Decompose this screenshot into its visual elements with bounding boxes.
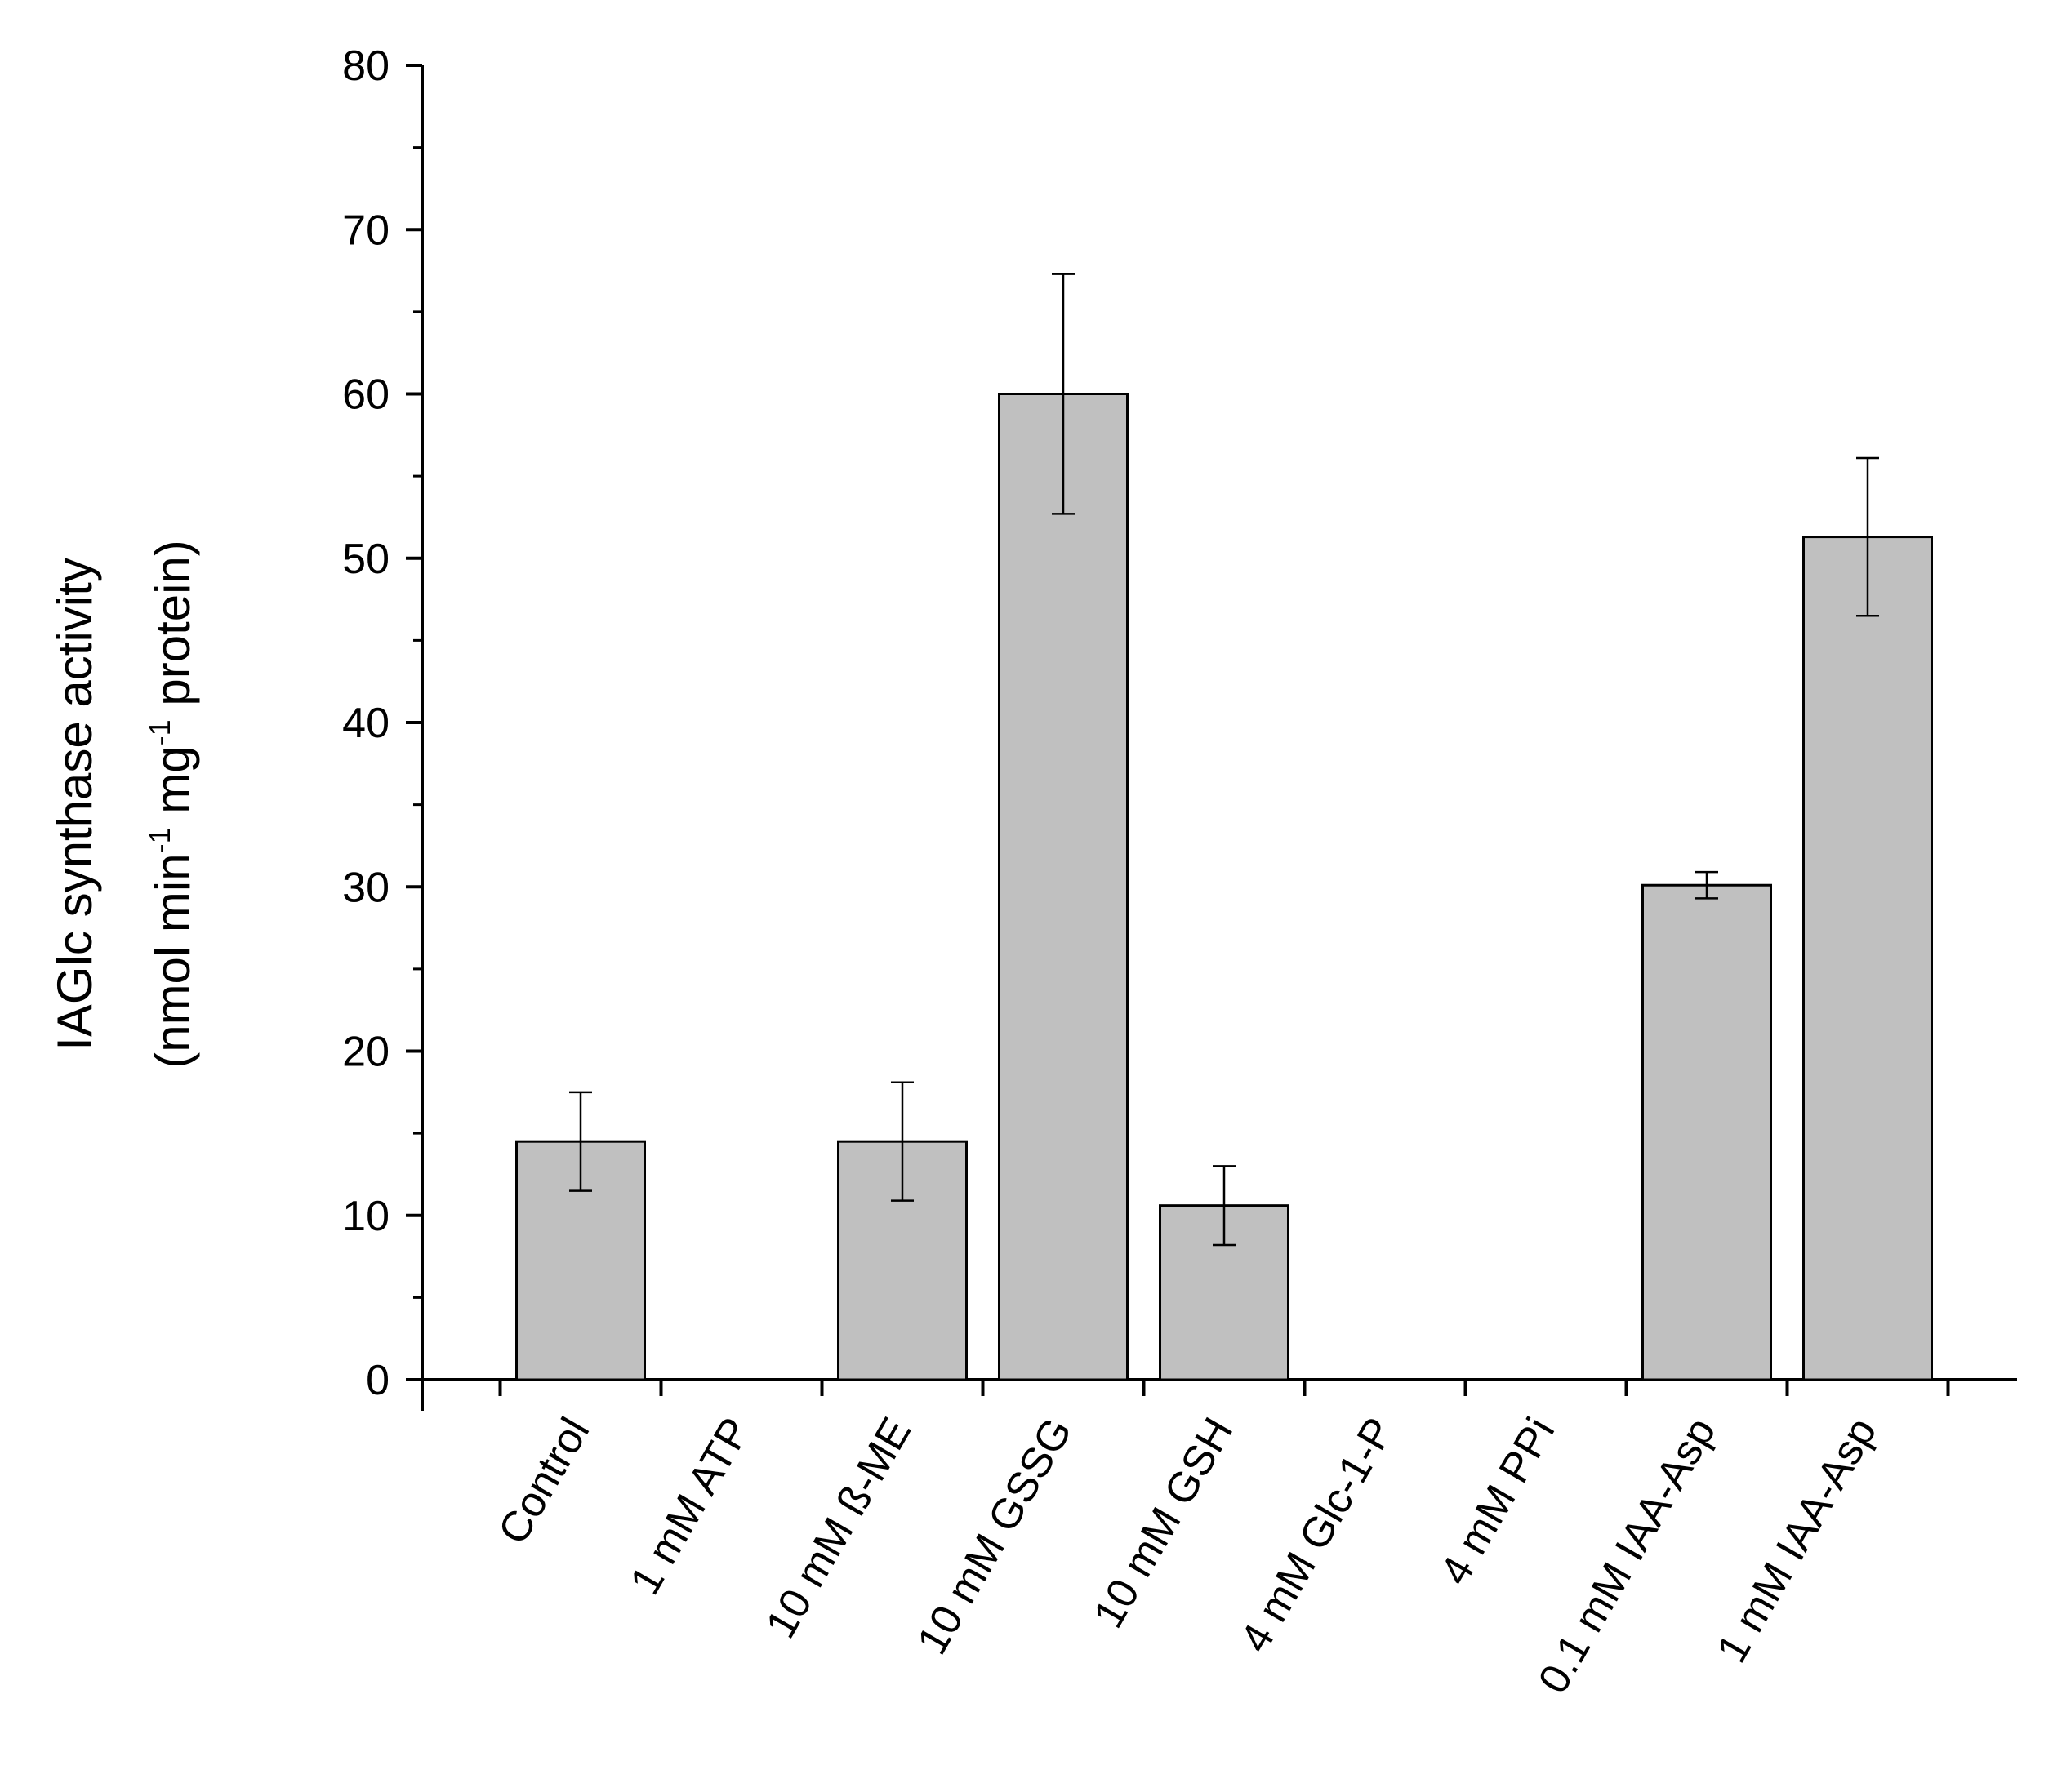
x-category-label: 4 mM PPi — [1431, 1410, 1564, 1593]
y-tick-label: 50 — [342, 536, 390, 583]
y-tick-label: 20 — [342, 1029, 390, 1076]
x-category-label: 10 mM GSH — [1084, 1410, 1242, 1636]
y-axis-label-exponent-1: -1 — [143, 827, 176, 853]
x-category-label: 10 mM GSSG — [908, 1410, 1081, 1662]
y-tick-label: 70 — [342, 207, 390, 254]
y-axis-label-part-protein: protein) — [145, 540, 200, 719]
bar — [1641, 883, 1772, 1381]
y-tick-label: 80 — [342, 42, 390, 90]
y-axis-label-part-nmol: (nmol min — [145, 853, 200, 1068]
y-axis-label-line2: (nmol min-1 mg-1 protein) — [143, 540, 200, 1069]
bar — [998, 393, 1129, 1381]
y-tick-label: 40 — [342, 700, 390, 747]
y-tick-label: 60 — [342, 371, 390, 419]
y-axis: 0 10 20 30 40 50 60 70 80 — [342, 42, 424, 1411]
bar — [1802, 536, 1933, 1381]
x-category-label: 4 mM Glc-1-P — [1231, 1410, 1404, 1661]
y-tick-label: 0 — [366, 1357, 390, 1404]
y-axis-label-exponent-2: -1 — [143, 719, 176, 745]
y-axis-label: IAGlc synthase activity (nmol min-1 mg-1… — [47, 540, 200, 1069]
x-category-label: 1 mM ATP — [621, 1410, 760, 1603]
x-category-label: Control — [489, 1410, 599, 1552]
x-category-label: 0.1 mM IAA-Asp — [1530, 1410, 1726, 1701]
y-axis-label-part-mg: mg — [145, 745, 200, 827]
y-axis-label-line1: IAGlc synthase activity — [47, 558, 102, 1051]
x-category-label: 10 mM ß-ME — [757, 1410, 920, 1646]
y-tick-label: 10 — [342, 1193, 390, 1240]
y-tick-label: 30 — [342, 864, 390, 911]
error-bars — [569, 273, 1879, 1247]
x-category-label: 1 mM IAA-Asp — [1708, 1410, 1886, 1670]
